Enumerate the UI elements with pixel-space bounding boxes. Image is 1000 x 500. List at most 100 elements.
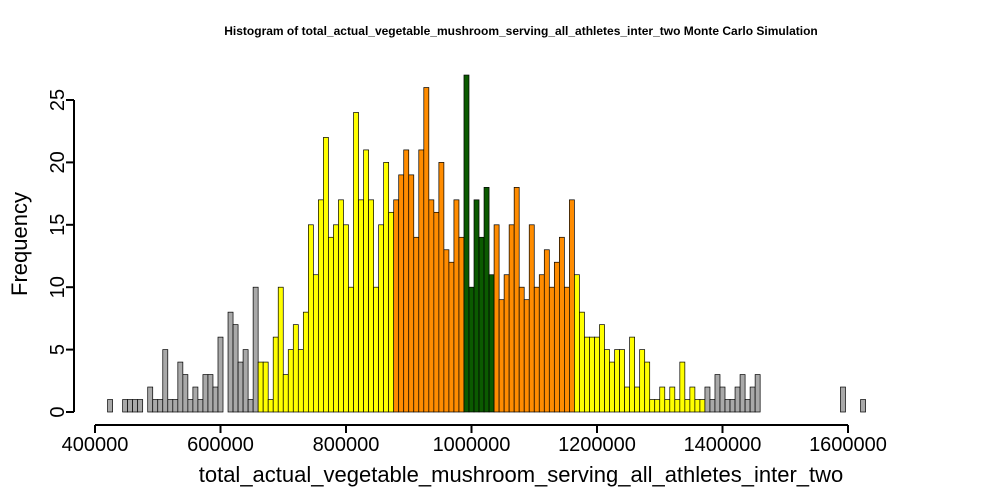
histogram-bar [212, 386, 219, 413]
histogram-bar [714, 374, 721, 413]
histogram-bar [754, 374, 761, 413]
histogram-bar [478, 236, 485, 413]
histogram-bar [553, 261, 560, 413]
histogram-bar [744, 399, 751, 413]
histogram-bar [308, 224, 314, 413]
histogram-bar [614, 349, 620, 413]
histogram-bar [237, 361, 244, 413]
histogram-bar [267, 399, 274, 413]
histogram-bar [358, 199, 364, 413]
histogram-bar [508, 224, 515, 413]
histogram-bar [724, 399, 731, 413]
x-tick-label: 1000000 [433, 434, 511, 456]
histogram-bar [749, 386, 756, 413]
histogram-bar [338, 199, 344, 413]
histogram-bar [729, 399, 736, 413]
x-axis: 400000 600000 800000 1000000 1200000 1400000 1… [62, 424, 887, 456]
histogram-bar [292, 324, 299, 413]
histogram-bar [649, 399, 656, 413]
y-tick-label: 0 [47, 406, 69, 417]
histogram-bar [604, 349, 610, 413]
histogram-bar [644, 361, 651, 413]
histogram-bar [629, 336, 636, 413]
histogram-bar [579, 311, 585, 413]
histogram-bar [659, 386, 666, 413]
histogram-bar [242, 349, 249, 413]
histogram-bar [328, 236, 334, 413]
histogram-bar [503, 274, 510, 413]
histogram-bar [453, 199, 460, 413]
histogram-bar [699, 399, 706, 413]
histogram-bar [383, 162, 390, 413]
histogram-bar [589, 336, 595, 413]
histogram-bar [694, 399, 701, 413]
histogram-bar [473, 199, 480, 413]
histogram-bar [654, 399, 661, 413]
histogram-bar [458, 236, 465, 413]
histogram-bar [493, 224, 500, 413]
histogram-bar [167, 399, 174, 413]
histogram-bar [127, 399, 133, 413]
histogram-bar [594, 336, 600, 413]
histogram-bar [543, 249, 550, 413]
histogram-bar [353, 112, 359, 413]
histogram-bar [227, 311, 234, 413]
histogram-bar [739, 374, 746, 413]
histogram-bar [574, 274, 580, 413]
histogram-bar [147, 386, 154, 413]
histogram-bar [202, 374, 209, 413]
histogram-bar [217, 336, 224, 413]
histogram-bar [488, 274, 495, 413]
histogram-bar [277, 286, 284, 413]
y-axis: 0 5 10 15 20 25 [47, 89, 75, 418]
histogram-bar [513, 187, 520, 413]
histogram-bar [398, 174, 405, 413]
histogram-bar [187, 399, 194, 413]
histogram-bar [192, 386, 199, 413]
histogram-bar [132, 399, 139, 413]
histogram-bar [302, 311, 309, 413]
y-tick-label: 25 [47, 89, 69, 111]
histogram-bar [528, 224, 535, 413]
histogram-bar [177, 361, 184, 413]
histogram-bar [463, 74, 470, 413]
y-tick-label: 20 [47, 151, 69, 173]
histogram-bar [599, 324, 605, 413]
histogram-bars [107, 74, 866, 413]
histogram-bar [343, 224, 349, 413]
histogram-bar [533, 286, 540, 413]
histogram-bar [137, 399, 144, 413]
histogram-bar [584, 336, 590, 413]
histogram-bar [348, 286, 354, 413]
histogram-bar [840, 386, 846, 413]
histogram-bar [408, 174, 415, 413]
histogram-bar [197, 399, 204, 413]
histogram-bar [373, 286, 379, 413]
histogram-bar [363, 149, 369, 413]
histogram-bar [388, 211, 395, 413]
chart-title: Histogram of total_actual_vegetable_mush… [224, 24, 817, 38]
histogram-bar [639, 349, 646, 413]
histogram-bar [569, 199, 575, 413]
histogram-bar [318, 199, 324, 413]
histogram-bar [122, 399, 128, 413]
histogram-bar [664, 399, 671, 413]
histogram-bar [162, 349, 169, 413]
histogram-bar [247, 399, 254, 413]
y-axis-title: Frequency [7, 192, 32, 296]
histogram-bar [438, 162, 445, 413]
histogram-bar [313, 274, 319, 413]
histogram-bar [558, 236, 565, 413]
histogram-bar [709, 399, 716, 413]
histogram-bar [448, 261, 455, 413]
histogram-bar [674, 399, 681, 413]
histogram-bar [107, 399, 113, 413]
histogram-bar [423, 87, 430, 413]
x-tick-label: 800000 [313, 434, 380, 456]
histogram-bar [287, 349, 294, 413]
histogram-bar [443, 249, 450, 413]
y-tick-label: 10 [47, 276, 69, 298]
histogram-bar [669, 386, 676, 413]
x-tick-label: 600000 [187, 434, 254, 456]
histogram-bar [734, 386, 741, 413]
